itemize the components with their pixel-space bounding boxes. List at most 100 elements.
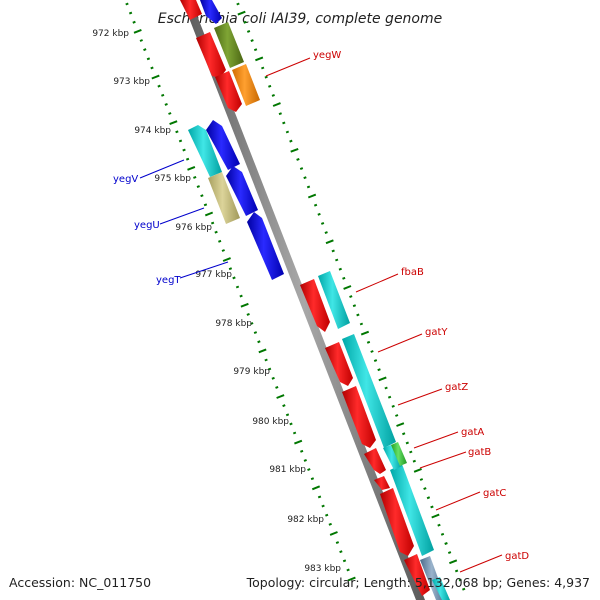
minor-tick [150,66,154,70]
cds-feature[interactable] [206,120,240,170]
minor-tick [447,551,452,555]
minor-tick [356,313,360,317]
minor-tick [132,20,136,24]
minus-strand-features [188,0,284,280]
minor-tick [285,130,290,134]
minor-tick [296,157,300,161]
minor-tick [306,185,311,189]
cds-feature[interactable] [200,0,222,24]
kbp-label: 982 kbp [287,515,324,525]
major-tick [290,147,299,153]
minor-tick [402,432,406,436]
cds-feature[interactable] [432,577,450,600]
kbp-label: 979 kbp [233,367,270,377]
minor-tick [253,48,258,52]
cds-feature[interactable] [364,448,386,474]
gene-labels-minus: yegV yegU yegT [113,159,229,286]
minor-tick [300,449,304,453]
minor-tick [409,450,413,454]
gene-label-yegV[interactable]: yegV [113,174,138,185]
major-tick [396,422,405,427]
minor-tick [146,57,151,61]
minor-tick [278,112,282,116]
tick-ruler-plus [236,2,466,591]
minor-tick [289,139,293,143]
gene-label-fbaB[interactable]: fbaB [401,267,424,278]
cds-feature[interactable] [342,334,396,448]
minor-tick [454,569,459,573]
major-tick [343,285,352,290]
gene-label-yegU[interactable]: yegU [134,220,160,231]
cds-feature[interactable] [215,71,242,112]
gene-label-gatC[interactable]: gatC [483,488,506,499]
minor-tick [139,39,143,42]
minor-tick [264,75,268,79]
cds-feature[interactable] [247,212,284,280]
minor-tick [261,66,265,70]
gene-label-yegW[interactable]: yegW [313,50,341,61]
cds-feature[interactable] [226,166,258,216]
minor-tick [143,48,147,52]
minor-tick [395,414,399,417]
minor-tick [313,203,318,207]
minor-tick [342,276,346,280]
gene-label-gatD[interactable]: gatD [505,551,529,562]
cds-feature[interactable] [390,464,434,556]
major-tick [240,302,249,308]
major-tick [276,394,285,399]
cds-feature[interactable] [318,271,350,329]
minor-tick [458,578,462,582]
cds-feature[interactable] [300,279,330,332]
minor-tick [317,495,322,499]
minor-tick [243,20,247,24]
major-tick [187,165,196,171]
cds-feature[interactable] [380,488,414,556]
minor-tick [253,331,258,335]
minor-tick [349,295,353,299]
gene-label-gatB[interactable]: gatB [468,447,491,458]
kbp-labels: 972 kbp 973 kbp 974 kbp 975 kbp 976 kbp … [92,29,341,574]
cds-feature[interactable] [232,64,260,106]
cds-feature[interactable] [188,125,222,177]
cds-feature[interactable] [391,442,407,466]
gene-label-gatA[interactable]: gatA [461,427,484,438]
major-tick [329,531,338,536]
minor-tick [282,404,286,408]
plus-strand-features [180,0,450,600]
cds-feature[interactable] [214,22,244,68]
cds-feature[interactable] [342,386,376,448]
cds-feature[interactable] [208,172,240,224]
minor-tick [405,441,409,445]
cds-feature[interactable] [180,0,202,20]
minor-tick [366,340,371,344]
major-tick [237,10,246,16]
minor-tick [289,422,293,426]
minor-tick [430,505,434,509]
minor-tick [282,121,286,125]
minor-tick [352,304,357,308]
cds-feature[interactable] [196,32,226,78]
kbp-label: 976 kbp [175,223,212,233]
minor-tick [232,276,236,280]
genome-backbone [182,0,425,600]
minor-tick [185,157,190,161]
major-tick [360,330,370,336]
minor-tick [257,340,261,344]
cds-feature[interactable] [383,445,402,470]
gene-label-yegT[interactable]: yegT [156,275,181,286]
minor-tick [182,148,186,152]
kbp-label: 981 kbp [269,465,306,475]
major-tick [307,193,317,199]
gene-label-gatY[interactable]: gatY [425,327,448,338]
minor-tick [236,2,240,6]
gene-label-gatZ[interactable]: gatZ [445,382,468,393]
minor-tick [307,468,311,472]
cds-feature[interactable] [404,554,430,596]
cds-feature[interactable] [374,476,390,490]
minor-tick [303,176,307,180]
cds-feature[interactable] [325,342,353,386]
minor-tick [342,559,347,563]
minor-tick [462,587,466,591]
minor-tick [221,249,225,252]
major-tick [133,28,142,34]
